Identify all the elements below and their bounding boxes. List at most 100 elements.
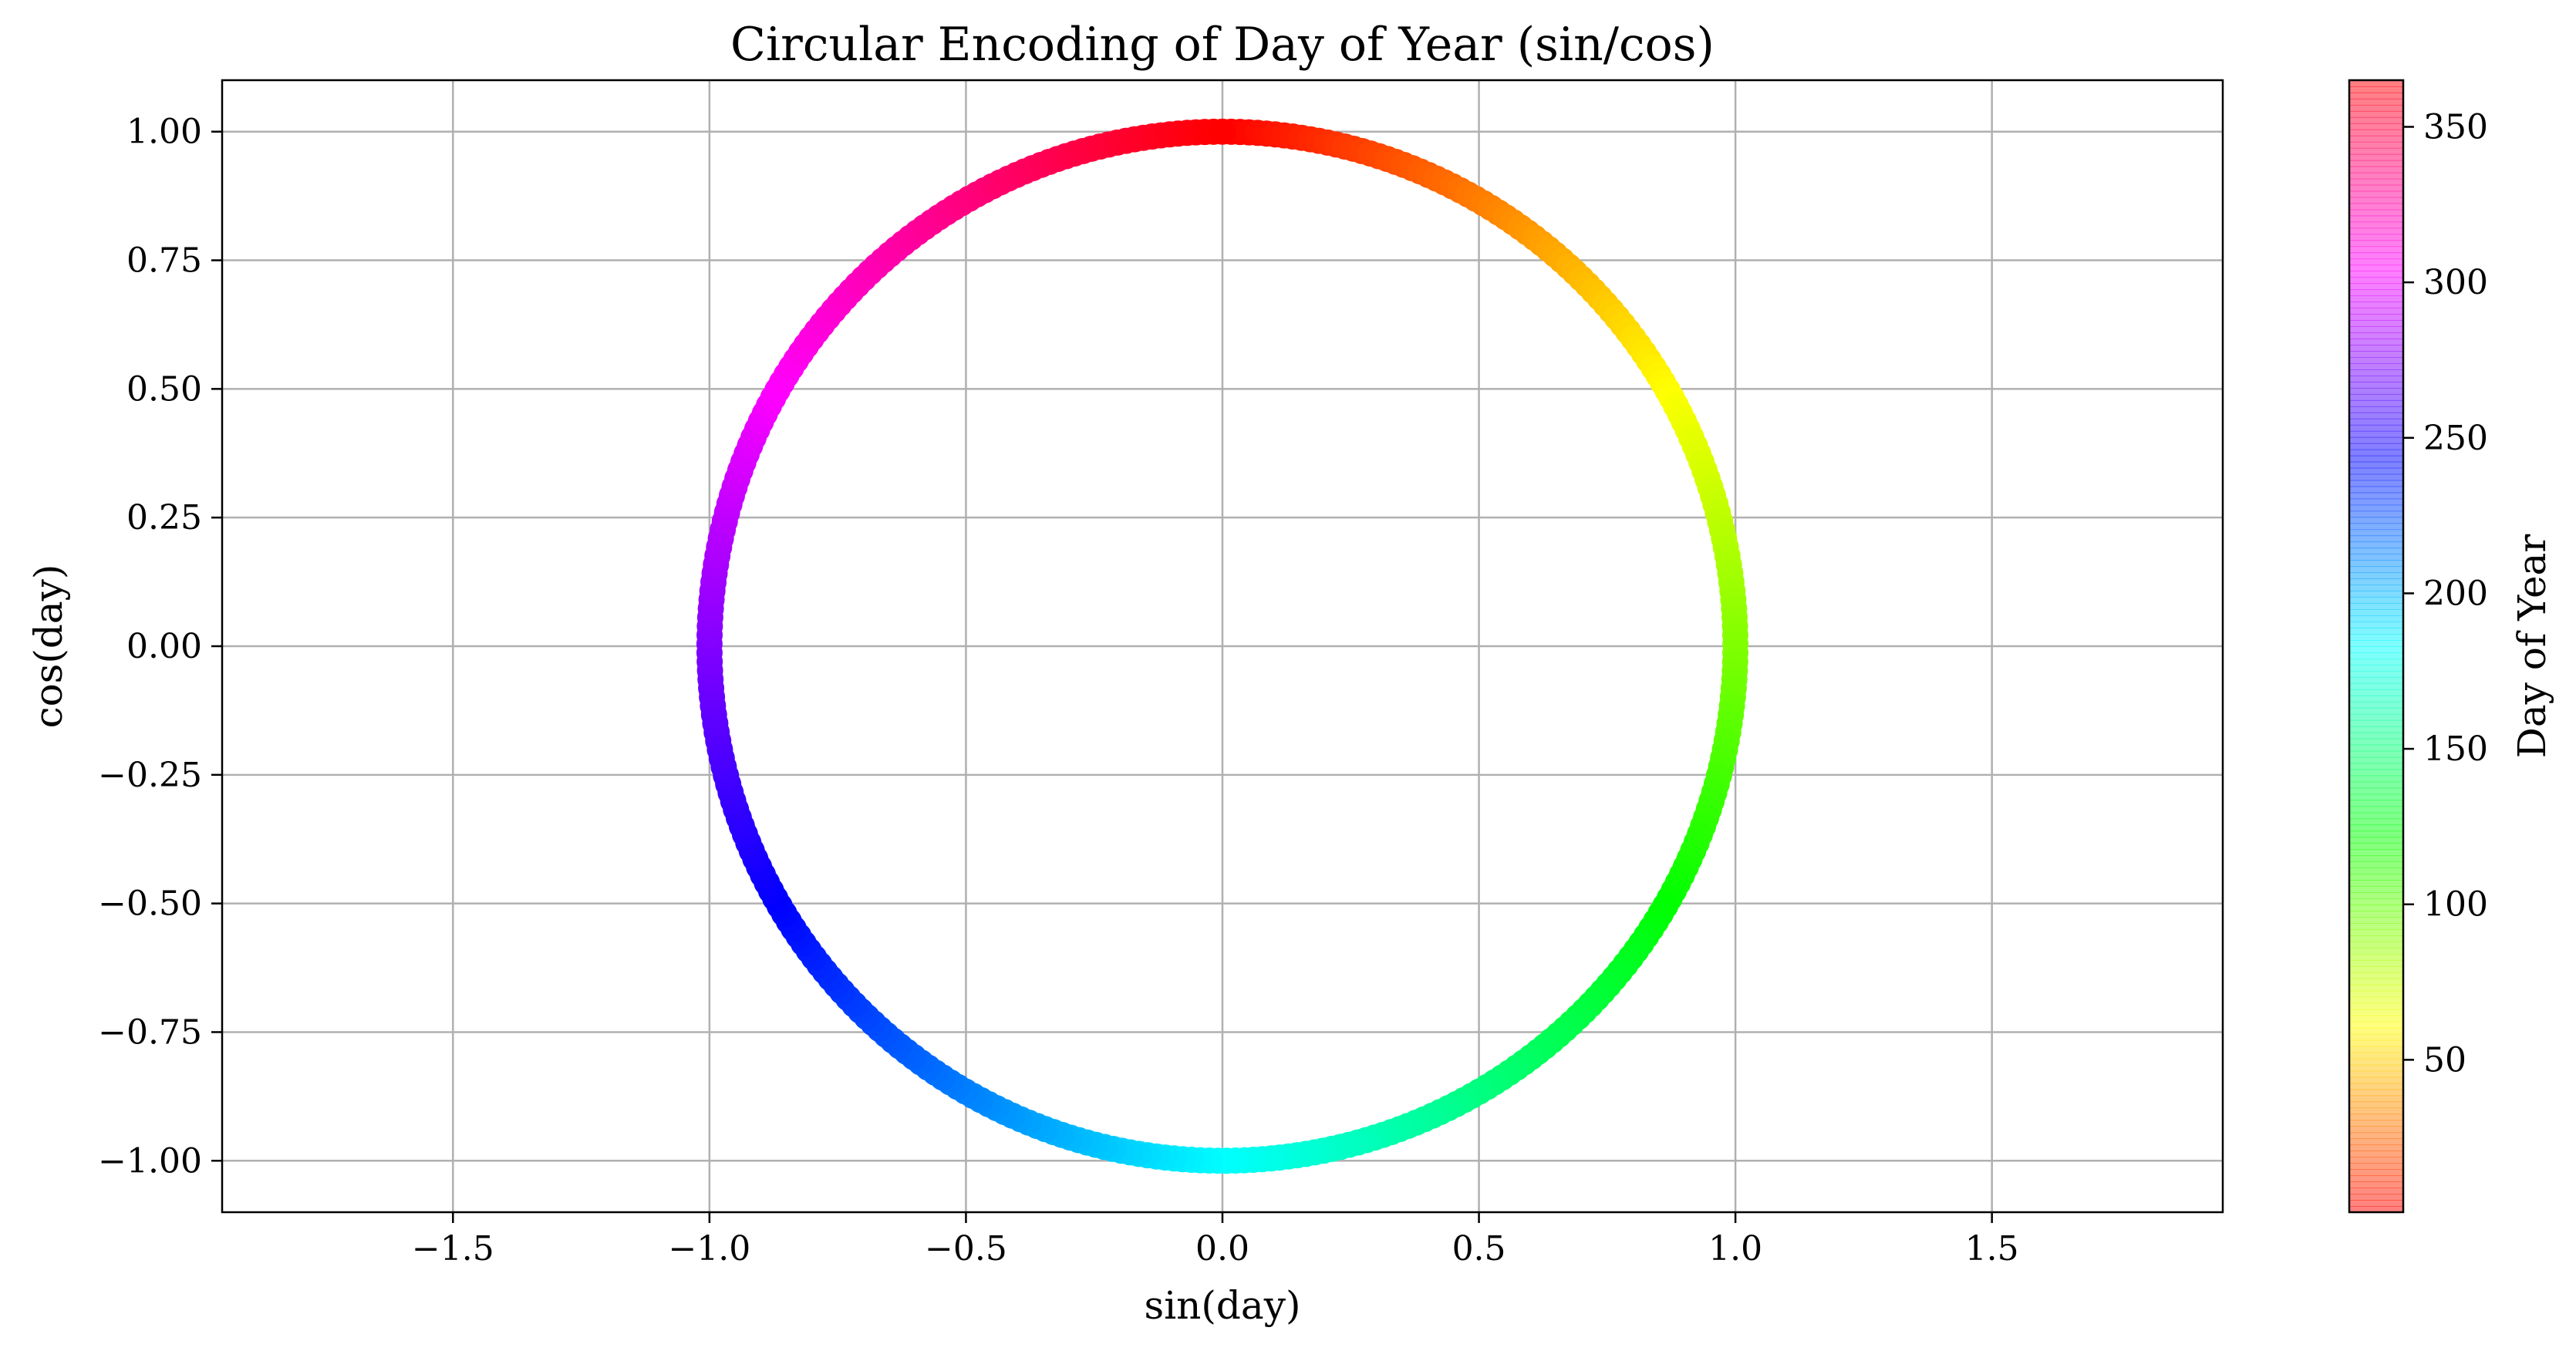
colorbar-segment [2349, 689, 2403, 696]
x-tick-label: 0.0 [1195, 1229, 1249, 1268]
colorbar-segment [2349, 129, 2403, 136]
colorbar-segment [2349, 436, 2403, 444]
colorbar-segment [2349, 1188, 2403, 1194]
colorbar-segment [2349, 585, 2403, 591]
colorbar-segment [2349, 1101, 2403, 1109]
colorbar-ticks: 50 100 150 200 250 300 350 [2403, 107, 2488, 1080]
colorbar-segment [2349, 387, 2403, 395]
colorbar-segment [2349, 467, 2403, 475]
colorbar-tick-label: 50 [2423, 1040, 2466, 1080]
colorbar-segment [2349, 1175, 2403, 1182]
colorbar-segment [2349, 874, 2403, 881]
colorbar [2349, 80, 2403, 1213]
colorbar-segment [2349, 1200, 2403, 1207]
points-layer [696, 118, 1749, 1174]
colorbar-segment [2349, 363, 2403, 370]
colorbar-segment [2349, 603, 2403, 610]
colorbar-tick-label: 350 [2423, 107, 2488, 147]
colorbar-segment [2349, 652, 2403, 659]
colorbar-segment [2349, 972, 2403, 979]
colorbar-segment [2349, 418, 2403, 426]
colorbar-segment [2349, 1089, 2403, 1097]
colorbar-segment [2349, 1095, 2403, 1103]
colorbar-segment [2349, 116, 2403, 124]
colorbar-segment [2349, 523, 2403, 531]
colorbar-segment [2349, 996, 2403, 1004]
colorbar-segment [2349, 172, 2403, 180]
colorbar-segment [2349, 184, 2403, 192]
colorbar-segment [2349, 929, 2403, 936]
colorbar-segment [2349, 399, 2403, 407]
colorbar-segment [2349, 935, 2403, 942]
colorbar-segment [2349, 664, 2403, 672]
colorbar-segment [2349, 572, 2403, 580]
colorbar-segment [2349, 861, 2403, 869]
colorbar-segment [2349, 234, 2403, 241]
colorbar-segment [2349, 160, 2403, 167]
colorbar-segment [2349, 622, 2403, 628]
colorbar-segment [2349, 302, 2403, 308]
colorbar-segment [2349, 393, 2403, 401]
colorbar-segment [2349, 1120, 2403, 1127]
colorbar-segment [2349, 1070, 2403, 1078]
y-tick-label: −0.50 [98, 884, 202, 924]
colorbar-segment [2349, 634, 2403, 641]
colorbar-segment [2349, 412, 2403, 419]
colorbar-segment [2349, 480, 2403, 487]
colorbar-segment [2349, 959, 2403, 967]
colorbar-segment [2349, 978, 2403, 985]
colorbar-segment [2349, 905, 2403, 911]
colorbar-segment [2349, 1169, 2403, 1176]
colorbar-segment [2349, 800, 2403, 807]
colorbar-segment [2349, 1064, 2403, 1072]
colorbar-segment [2349, 541, 2403, 549]
colorbar-segment [2349, 566, 2403, 574]
colorbar-segment [2349, 209, 2403, 217]
scatter-point [1209, 118, 1236, 145]
colorbar-segment [2349, 547, 2403, 555]
colorbar-segment [2349, 591, 2403, 598]
colorbar-segment [2349, 332, 2403, 339]
colorbar-segment [2349, 769, 2403, 777]
y-tick-label: −0.25 [98, 756, 202, 795]
x-axis-label: sin(day) [1145, 1283, 1301, 1328]
colorbar-segment [2349, 147, 2403, 155]
colorbar-segment [2349, 215, 2403, 223]
colorbar-segment [2349, 221, 2403, 229]
colorbar-segment [2349, 554, 2403, 561]
colorbar-segment [2349, 535, 2403, 543]
colorbar-segment [2349, 98, 2403, 106]
colorbar-segment [2349, 1021, 2403, 1029]
colorbar-segment [2349, 1076, 2403, 1084]
grid-layer [222, 80, 2223, 1212]
colorbar-segment [2349, 258, 2403, 266]
colorbar-segment [2349, 406, 2403, 413]
colorbar-segment [2349, 763, 2403, 770]
colorbar-segment [2349, 1113, 2403, 1121]
colorbar-segment [2349, 190, 2403, 198]
y-tick-label: 0.00 [126, 627, 202, 666]
colorbar-segment [2349, 682, 2403, 690]
colorbar-segment [2349, 578, 2403, 586]
colorbar-segment [2349, 1206, 2403, 1213]
y-tick-label: 0.25 [126, 498, 202, 537]
colorbar-segment [2349, 320, 2403, 327]
colorbar-segment [2349, 381, 2403, 389]
colorbar-segment [2349, 1015, 2403, 1023]
colorbar-segment [2349, 277, 2403, 285]
colorbar-segment [2349, 965, 2403, 973]
colorbar-tick-label: 150 [2423, 729, 2488, 769]
colorbar-segment [2349, 830, 2403, 838]
colorbar-segment [2349, 510, 2403, 518]
colorbar-segment [2349, 640, 2403, 647]
colorbar-segment [2349, 1138, 2403, 1146]
colorbar-segment [2349, 898, 2403, 905]
colorbar-segment [2349, 141, 2403, 149]
colorbar-segment [2349, 837, 2403, 844]
colorbar-segment [2349, 449, 2403, 457]
colorbar-segment [2349, 153, 2403, 161]
colorbar-segment [2349, 775, 2403, 783]
colorbar-segment [2349, 990, 2403, 998]
colorbar-segment [2349, 369, 2403, 376]
colorbar-segment [2349, 246, 2403, 254]
